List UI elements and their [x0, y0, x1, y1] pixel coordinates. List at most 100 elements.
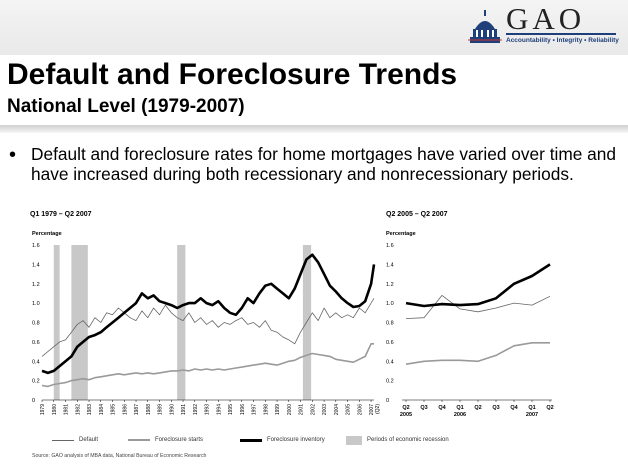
recession-band-3 — [302, 245, 312, 400]
right-ytick-6: 1.2 — [386, 282, 394, 288]
left-xtick-label-22: 2001 — [299, 404, 305, 415]
right-chart-ylabel: Percentage — [386, 231, 416, 237]
slide-subtitle: National Level (1979-2007) — [7, 96, 245, 117]
left-xtick-label-23: 2002 — [310, 404, 316, 415]
left-xtick-label-15: 1994 — [216, 404, 222, 415]
gao-wordmark: GAO — [506, 1, 586, 36]
left-xtick-label-11: 1990 — [169, 404, 175, 415]
right-year-label-2: 2007 — [526, 412, 538, 418]
right-series-inventory — [405, 263, 551, 308]
logo-divider — [506, 33, 616, 35]
left-xtick-label-26: 2005 — [346, 404, 352, 415]
legend-recession: Periods of economic recession — [346, 434, 449, 446]
left-series-inventory — [41, 253, 376, 375]
legend-default-label: Default — [79, 437, 99, 443]
legend-recession-label: Periods of economic recession — [367, 437, 449, 443]
right-year-label-1: 2006 — [454, 412, 466, 418]
left-ytick-5: 1.0 — [32, 301, 40, 307]
figure: Q1 1979 – Q2 2007 Percentage 0 0.2 0.4 0.6 0.8… — [28, 208, 562, 466]
right-xtick-label-2: Q4 — [438, 405, 446, 411]
legend-default: Default — [52, 434, 98, 446]
left-ytick-8: 1.6 — [32, 243, 40, 249]
left-xtick-label-2: 1981 — [64, 404, 70, 415]
right-xtick-label-3: Q1 — [456, 405, 463, 411]
left-xtick-note: (Q2) — [375, 404, 381, 414]
left-xtick-label-28: 2007 — [369, 404, 375, 415]
right-ytick-7: 1.4 — [386, 262, 394, 268]
left-xtick-label-21: 2000 — [287, 404, 293, 415]
left-xtick-label-1: 1980 — [52, 404, 58, 415]
right-xtick-label-6: Q4 — [510, 405, 518, 411]
gao-tagline: Accountability • Integrity • Reliability — [506, 37, 619, 44]
legend-inventory-swatch — [240, 438, 262, 442]
left-xtick-label-20: 1999 — [275, 404, 281, 415]
left-xtick-label-24: 2003 — [322, 404, 328, 415]
right-year-label-0: 2005 — [400, 412, 412, 418]
left-ytick-7: 1.4 — [32, 262, 40, 268]
trend-charts: Q1 1979 – Q2 2007 Percentage 0 0.2 0.4 0.6 0.8… — [30, 211, 554, 418]
recession-band-0 — [53, 245, 60, 400]
left-ytick-1: 0.2 — [32, 379, 40, 385]
source-note: Source: GAO analysis of MBA data, Nation… — [32, 453, 207, 459]
right-ytick-4: 0.8 — [386, 321, 394, 327]
left-xtick-label-12: 1991 — [181, 404, 187, 415]
left-chart-title: Q1 1979 – Q2 2007 — [30, 211, 92, 218]
left-xtick-label-25: 2004 — [334, 404, 340, 415]
right-ytick-8: 1.6 — [386, 243, 394, 249]
right-series-starts — [405, 342, 550, 365]
left-ytick-2: 0.4 — [32, 359, 40, 365]
left-xtick-label-16: 1995 — [228, 404, 234, 415]
left-xtick-label-18: 1997 — [252, 404, 258, 415]
legend-default-swatch — [52, 439, 74, 441]
legend-starts: Foreclosure starts — [128, 434, 203, 446]
left-ytick-3: 0.6 — [32, 340, 40, 346]
left-xtick-label-19: 1998 — [263, 404, 269, 415]
left-xtick-label-7: 1986 — [122, 404, 128, 415]
right-xtick-label-8: Q2 — [546, 405, 553, 411]
left-chart-ylabel: Percentage — [32, 231, 62, 237]
right-ytick-0: 0 — [386, 398, 389, 404]
left-series-starts — [41, 343, 374, 388]
left-xtick-label-4: 1983 — [87, 404, 93, 415]
capitol-icon — [468, 10, 502, 43]
left-xtick-label-9: 1988 — [146, 404, 152, 415]
right-xtick-label-0: Q2 — [402, 405, 409, 411]
left-ytick-6: 1.2 — [32, 282, 40, 288]
legend-inventory-label: Foreclosure inventory — [267, 437, 325, 443]
left-xtick-label-8: 1987 — [134, 404, 140, 415]
left-xtick-label-5: 1984 — [99, 404, 105, 415]
right-xtick-label-1: Q3 — [420, 405, 427, 411]
left-xtick-label-14: 1993 — [205, 404, 211, 415]
bullet-text: Default and foreclosure rates for home m… — [31, 144, 616, 184]
gao-logo: GAO Accountability • Integrity • Reliabi… — [468, 1, 619, 47]
left-xtick-label-3: 1982 — [75, 404, 81, 415]
legend-inventory: Foreclosure inventory — [240, 434, 325, 446]
chart-legend: Default Foreclosure starts Foreclosure i… — [28, 434, 562, 448]
left-xtick-label-6: 1985 — [111, 404, 117, 415]
right-xtick-label-4: Q2 — [474, 405, 481, 411]
legend-starts-label: Foreclosure starts — [155, 437, 204, 443]
left-xtick-label-27: 2006 — [357, 404, 363, 415]
right-ytick-2: 0.4 — [386, 359, 394, 365]
right-ytick-3: 0.6 — [386, 340, 394, 346]
left-ytick-0: 0 — [32, 398, 35, 404]
right-series-default — [405, 295, 551, 319]
legend-starts-swatch — [128, 439, 150, 441]
left-xtick-label-17: 1996 — [240, 404, 246, 415]
right-xtick-label-7: Q1 — [528, 405, 535, 411]
right-xtick-label-5: Q3 — [492, 405, 499, 411]
recession-band-2 — [177, 245, 186, 400]
legend-recession-swatch — [346, 435, 362, 445]
right-ytick-5: 1.0 — [386, 301, 394, 307]
title-rule — [0, 125, 628, 133]
slide-title: Default and Foreclosure Trends — [7, 58, 458, 91]
left-series-default — [41, 298, 375, 357]
left-xtick-label-0: 1979 — [40, 404, 46, 415]
left-ytick-4: 0.8 — [32, 321, 40, 327]
left-xtick-label-13: 1992 — [193, 404, 199, 415]
bullet-icon: • — [9, 144, 17, 166]
right-ytick-1: 0.2 — [386, 379, 394, 385]
left-xtick-label-10: 1989 — [158, 404, 164, 415]
header-band — [0, 0, 628, 55]
right-chart-title: Q2 2005 – Q2 2007 — [386, 211, 448, 218]
